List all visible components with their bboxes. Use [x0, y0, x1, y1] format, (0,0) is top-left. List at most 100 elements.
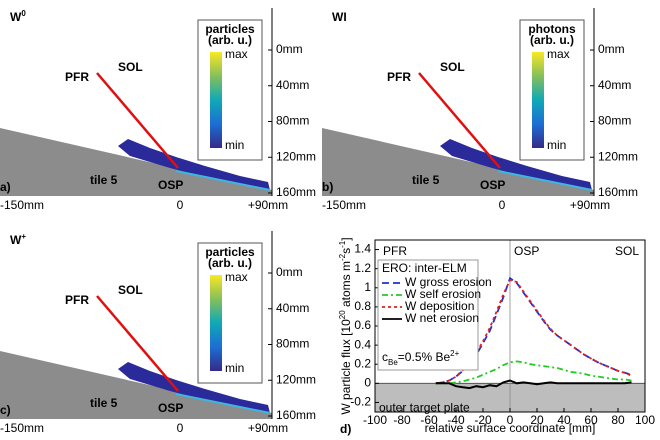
y-tick-label: 0.8 — [354, 299, 371, 313]
colorbar — [210, 52, 222, 148]
colorbar-box — [519, 19, 585, 161]
y-tick-label: 1.4 — [354, 242, 371, 256]
y-tick-label: 160mm — [276, 408, 316, 422]
series-line — [435, 379, 632, 390]
x-tick-label: +90mm — [248, 198, 288, 212]
colorbar-min: min — [225, 361, 244, 375]
y-axis-label-part: -2 — [338, 253, 347, 261]
x-tick-label: 40 — [557, 413, 571, 427]
pfr-label: PFR — [65, 293, 89, 307]
tile-surface — [0, 128, 272, 196]
x-tick-label: -150mm — [322, 198, 366, 212]
panel: 160mm 120mm 80mm 40mm 0mm -150mm 0 +90mm WI PFR SO… — [322, 8, 638, 212]
species-label-part: WI — [332, 10, 347, 24]
tile-label: tile 5 — [90, 396, 118, 410]
colorbar-max: max — [225, 47, 248, 61]
colorbar-title: (arb. u.) — [208, 256, 252, 270]
x-tick-label: -150mm — [0, 198, 44, 212]
particle-plume — [118, 362, 270, 413]
colorbar-min: min — [547, 138, 566, 152]
species-label-part: + — [21, 232, 26, 241]
note: cBe=0.5% Be2+ — [382, 349, 460, 367]
colorbar-title: particles — [205, 245, 255, 259]
tile-surface — [322, 128, 594, 196]
series-line — [435, 360, 632, 385]
colorbar-box — [197, 19, 263, 161]
x-tick-label: 0 — [177, 198, 184, 212]
pfr-label: PFR — [65, 70, 89, 84]
pfr-label: PFR — [387, 70, 411, 84]
y-axis-label-part: -1 — [338, 240, 347, 248]
panel-letter: d) — [340, 422, 351, 436]
panel-letter: b) — [322, 180, 333, 194]
species-label-part: 0 — [21, 9, 26, 18]
x-tick-label: 0 — [507, 413, 514, 427]
pfr-separatrix — [418, 72, 501, 169]
y-tick-label: 40mm — [598, 78, 631, 92]
y-tick-label: 0.6 — [354, 318, 371, 332]
x-tick-label: 20 — [530, 413, 544, 427]
osp-label: OSP — [480, 178, 505, 192]
colorbar-title: (arb. u.) — [530, 33, 574, 47]
surface-glow — [175, 170, 271, 191]
particle-plume — [440, 139, 592, 190]
x-tick-label: 80 — [611, 413, 625, 427]
y-tick-label: 80mm — [276, 114, 309, 128]
x-tick-label: -20 — [474, 413, 492, 427]
x-tick-label: -60 — [420, 413, 438, 427]
legend-label: W gross erosion — [405, 275, 492, 289]
x-tick-label: 0 — [499, 198, 506, 212]
colorbar-title: (arb. u.) — [208, 33, 252, 47]
y-tick-label: 160mm — [598, 185, 638, 199]
panel-letter: c) — [0, 403, 11, 417]
y-axis-label-part: W particle flux [10 — [339, 319, 353, 415]
note-part: 2+ — [450, 349, 459, 358]
plot-frame — [374, 239, 646, 413]
colorbar-box — [197, 242, 263, 384]
pfr-separatrix — [96, 295, 179, 392]
y-tick-label: 0.2 — [354, 356, 371, 370]
y-axis-label: W particle flux [1020 atoms m-2s-1] — [338, 237, 354, 414]
legend-label: W deposition — [405, 299, 474, 313]
note-part: =0.5% Be — [398, 350, 451, 364]
colorbar-max: max — [225, 270, 248, 284]
legend-title: ERO: inter-ELM — [382, 261, 467, 275]
region-label: SOL — [615, 244, 639, 258]
colorbar-title: photons — [528, 22, 576, 36]
x-tick-label: -150mm — [0, 421, 44, 435]
colorbar-min: min — [225, 138, 244, 152]
note-part: c — [382, 350, 388, 364]
species-label: W+ — [10, 232, 26, 248]
x-tick-label: 100 — [635, 413, 655, 427]
species-label-part: W — [10, 10, 22, 24]
surface-glow — [175, 393, 271, 414]
y-axis-label-part: s — [339, 248, 353, 254]
legend-label: W self erosion — [405, 287, 481, 301]
y-tick-label: -0.2 — [350, 395, 371, 409]
x-tick-label: +90mm — [570, 198, 610, 212]
tile-label: tile 5 — [412, 173, 440, 187]
x-tick-label: -80 — [393, 413, 411, 427]
species-label: WI — [332, 10, 347, 24]
region-label: PFR — [383, 244, 407, 258]
y-axis-label-part: 20 — [338, 310, 347, 319]
series-line — [435, 279, 632, 385]
sol-label: SOL — [118, 283, 143, 297]
panel: 160mm 120mm 80mm 40mm 0mm -150mm 0 +90mm W+ PFR SO… — [0, 231, 316, 435]
legend-label: W net erosion — [405, 311, 479, 325]
surface-glow — [497, 170, 593, 191]
x-tick-label: +90mm — [248, 421, 288, 435]
tile-surface — [0, 351, 272, 419]
colorbar-title: particles — [205, 22, 255, 36]
colorbar — [210, 275, 222, 371]
x-tick-label: 60 — [584, 413, 598, 427]
y-tick-label: 0mm — [598, 42, 625, 56]
tile-label: tile 5 — [90, 173, 118, 187]
colorbar-max: max — [547, 47, 570, 61]
y-tick-label: 120mm — [276, 372, 316, 386]
sol-label: SOL — [118, 60, 143, 74]
y-tick-label: 120mm — [598, 149, 638, 163]
y-tick-label: 120mm — [276, 149, 316, 163]
